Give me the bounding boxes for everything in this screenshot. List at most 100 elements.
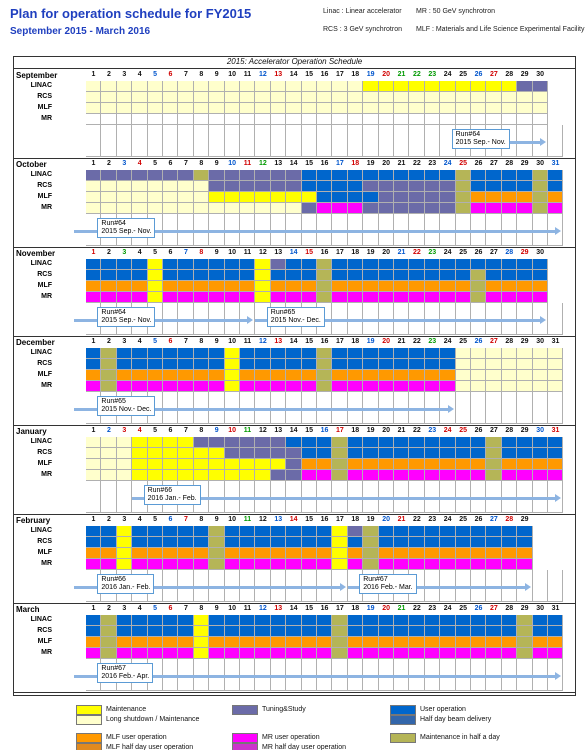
schedule-cell [486,615,502,626]
day-number: 2 [106,427,111,434]
day-number: 31 [551,605,560,612]
schedule-cell [347,637,364,648]
schedule-cell [163,359,179,370]
schedule-cell [255,437,271,448]
schedule-cell [270,192,287,203]
day-number: 17 [335,338,344,345]
schedule-cell [178,548,194,559]
schedule-cell [332,626,348,637]
month-block: March 1 2 3 4 5 6 7 8 9 10 11 12 13 14 15 16 17 18 19 20 21 22… [14,604,575,693]
schedule-cell [409,437,425,448]
run-label-box: Run#66 2016 Jan.- Feb. [97,574,155,594]
schedule-cell [347,526,364,537]
schedule-cell [409,615,425,626]
schedule-cell [517,559,533,570]
schedule-cell [347,559,364,570]
schedule-cell [332,103,348,114]
day-number: 17 [335,427,344,434]
run-label: Run#67 [363,576,388,583]
day-number: 21 [397,249,406,256]
day-number: 23 [428,427,437,434]
day-number: 8 [199,338,204,345]
schedule-cell [86,526,102,537]
schedule-cell [132,637,148,648]
schedule-cell [424,370,441,381]
schedule-cell [224,559,240,570]
schedule-cell [178,526,194,537]
day-number: 31 [551,160,560,167]
schedule-cell [332,348,348,359]
legend-label: MLF half day user operation [106,744,194,750]
schedule-cell [224,359,240,370]
schedule-cell [86,192,102,203]
run-row-cell [486,392,502,424]
schedule-cell [517,437,533,448]
row-label-mlf: MLF [37,371,52,378]
schedule-cell [147,526,163,537]
schedule-cell [332,292,348,303]
schedule-cell [301,370,317,381]
schedule-cell [240,270,256,281]
schedule-cell [548,637,564,648]
day-number: 27 [489,71,498,78]
schedule-cell [132,370,148,381]
schedule-cell [347,92,364,103]
schedule-cell [193,381,210,392]
schedule-cell [517,359,533,370]
schedule-cell [332,448,348,459]
schedule-cell [255,448,271,459]
schedule-cell [409,526,425,537]
schedule-cell [116,526,133,537]
run-row-cell [332,125,348,157]
schedule-cell [286,648,302,659]
schedule-cell [301,381,317,392]
schedule-cell [101,114,117,125]
schedule-cell [532,348,548,359]
schedule-cell [286,270,302,281]
schedule-cell [455,615,471,626]
schedule-cell [209,470,225,481]
schedule-cell [378,526,394,537]
schedule-cell [240,103,256,114]
schedule-cell [517,537,533,548]
schedule-cell [471,203,487,214]
day-number: 19 [366,516,375,523]
schedule-cell [209,626,225,637]
schedule-cell [301,103,317,114]
schedule-cell [147,359,163,370]
schedule-cell [486,448,502,459]
schedule-cell [378,114,394,125]
schedule-cell [286,292,302,303]
day-number: 10 [228,427,236,434]
schedule-cell [255,181,271,192]
schedule-cell [517,114,533,125]
schedule-cell [255,103,271,114]
schedule-cell [455,270,471,281]
run-label: Run#64 [455,131,481,138]
day-number: 5 [153,249,158,256]
schedule-cell [132,292,148,303]
day-number: 15 [305,71,313,78]
schedule-cell [409,626,425,637]
schedule-cell [270,103,287,114]
schedule-cell [317,92,333,103]
schedule-cell [301,437,317,448]
run-label: Run#65 [101,398,126,405]
schedule-cell [270,181,287,192]
schedule-cell [517,448,533,459]
day-number: 18 [351,249,360,256]
schedule-cell [163,626,179,637]
schedule-cell [101,359,117,370]
schedule-cell [532,459,548,470]
schedule-cell [147,203,163,214]
day-number: 18 [351,516,360,523]
legend-swatch [390,705,416,715]
day-number: 16 [320,516,329,523]
schedule-cell [116,270,133,281]
day-number: 26 [474,160,483,167]
schedule-cell [224,459,240,470]
day-number: 20 [382,249,390,256]
schedule-cell [548,348,564,359]
schedule-cell [240,348,256,359]
schedule-cell [116,648,133,659]
